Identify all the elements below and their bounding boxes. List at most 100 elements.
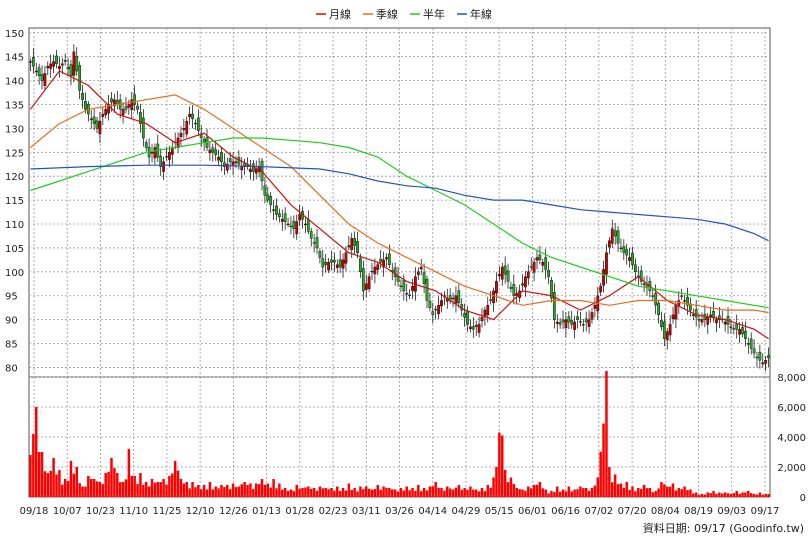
volume-bar (237, 486, 241, 497)
volume-bar (278, 483, 281, 497)
volume-bar (367, 488, 371, 497)
candle-body (619, 247, 623, 249)
candle-body (555, 321, 559, 324)
volume-bar (709, 493, 712, 497)
x-tick-label: 12/10 (186, 506, 215, 517)
volume-bar (171, 473, 174, 497)
volume-bar (654, 491, 657, 497)
volume-bar (202, 485, 206, 497)
volume-bar (127, 449, 131, 497)
volume-bars (29, 371, 770, 497)
candle-body (744, 330, 747, 339)
volume-bar (446, 486, 449, 497)
price-tick-label: 100 (5, 268, 24, 279)
candle-body (58, 66, 61, 69)
volume-bar (579, 486, 582, 497)
volume-bar (81, 486, 84, 497)
candle-body (469, 326, 472, 330)
candle-body (691, 314, 695, 316)
volume-bar (469, 486, 472, 497)
volume-bar (454, 487, 458, 497)
volume-bar (385, 487, 388, 497)
volume-bar (359, 486, 362, 497)
candle-body (69, 64, 73, 77)
volume-bar (321, 488, 325, 497)
candle-body (622, 246, 626, 253)
volume-bar (443, 490, 446, 497)
candle-body (474, 324, 478, 328)
candle-body (697, 319, 701, 321)
candle-body (431, 311, 435, 316)
volume-bar (275, 488, 278, 497)
candle-body (631, 252, 634, 265)
x-tick-label: 05/15 (485, 506, 514, 517)
price-panel (28, 27, 771, 378)
volume-bar (182, 483, 186, 497)
candle-body (749, 338, 753, 349)
volume-bar (755, 494, 759, 497)
volume-bar (590, 488, 594, 497)
volume-bar (37, 452, 41, 497)
candle-body (700, 319, 704, 323)
volume-bar (364, 486, 368, 497)
volume-bar (741, 492, 744, 497)
volume-bar (66, 481, 70, 497)
volume-bar (419, 491, 423, 497)
volume-bar (281, 489, 284, 497)
candle-body (179, 132, 183, 137)
candle-body (500, 266, 504, 280)
volume-bar (249, 483, 252, 497)
volume-bar (199, 489, 203, 497)
candle-body (60, 63, 64, 66)
candle-body (388, 253, 391, 265)
candle-body (735, 323, 739, 330)
candle-body (141, 117, 145, 139)
candle-body (37, 67, 41, 77)
volume-bar (49, 470, 52, 497)
volume-bar (330, 488, 333, 497)
volume-bar (55, 474, 58, 497)
volume-bar (767, 494, 770, 497)
candle-body (758, 351, 762, 361)
candle-body (182, 128, 186, 131)
candle-body (625, 249, 629, 256)
volume-bar (159, 482, 162, 497)
volume-bar (451, 489, 455, 497)
x-tick-label: 10/07 (53, 506, 82, 517)
legend-label: 半年 (423, 7, 445, 21)
price-tick-label: 145 (5, 53, 24, 64)
x-tick-label: 11/10 (119, 506, 148, 517)
candle-body (335, 264, 339, 268)
x-tick-label: 03/26 (385, 506, 414, 517)
volume-bar (596, 477, 600, 497)
candle-body (764, 360, 768, 364)
volume-bar (608, 467, 611, 497)
candle-body (492, 290, 495, 304)
volume-bar (668, 486, 672, 497)
volume-bar (677, 488, 681, 497)
candle-body (498, 274, 501, 277)
volume-bar (382, 486, 385, 497)
candle-body (304, 223, 307, 226)
candle-body (249, 168, 252, 173)
candle-body (361, 268, 365, 292)
candle-body (477, 324, 481, 333)
volume-bar (674, 490, 678, 497)
volume-bar (156, 482, 160, 497)
price-tick-label: 120 (5, 172, 24, 183)
volume-bar (703, 494, 707, 497)
candle-body (665, 331, 669, 341)
candle-body (662, 321, 666, 339)
candle-body (269, 196, 273, 206)
candle-body (373, 266, 377, 275)
candle-body (639, 270, 643, 282)
volume-bar (228, 489, 232, 497)
volume-bar (550, 491, 553, 497)
candle-body (89, 118, 93, 120)
volume-bar (272, 479, 275, 497)
x-tick-label: 09/03 (717, 506, 746, 517)
candle-body (359, 258, 362, 273)
volume-bar (414, 490, 417, 497)
candle-body (324, 261, 328, 265)
volume-bar (153, 482, 157, 497)
